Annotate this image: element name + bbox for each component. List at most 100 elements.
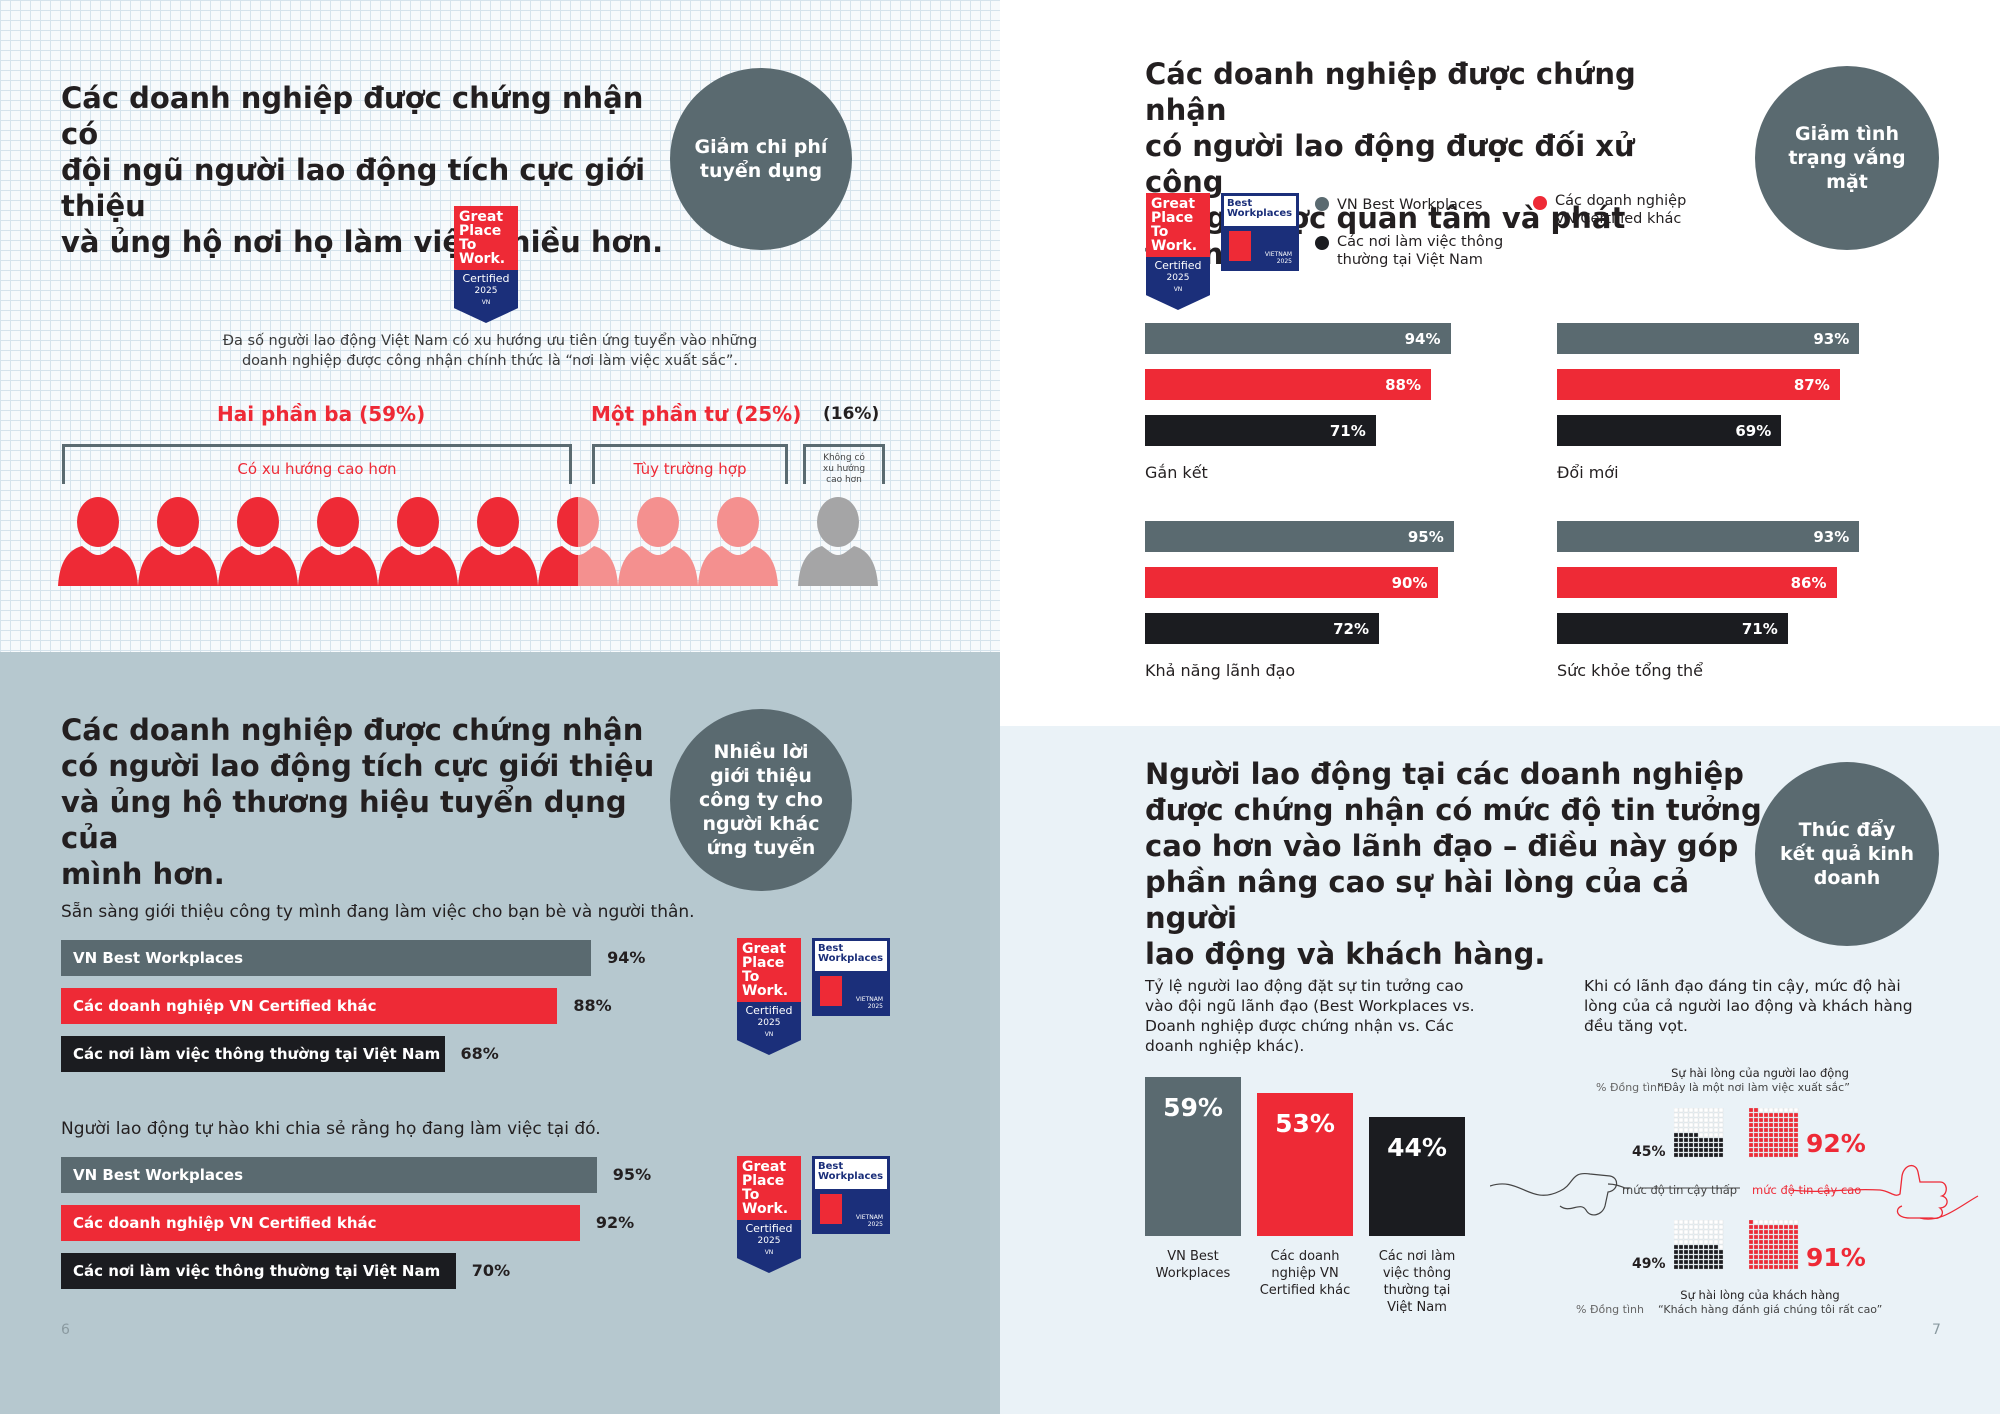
- group-title-one-quarter: Một phần tư (25%): [591, 402, 802, 426]
- waffle-cell: [1703, 1229, 1709, 1235]
- waffle-cell: [1703, 1137, 1709, 1143]
- waffle-cell: [1758, 1122, 1764, 1128]
- waffle-cell: [1693, 1147, 1699, 1153]
- waffle-cell: [1753, 1132, 1759, 1138]
- waffle-cell: [1768, 1229, 1774, 1235]
- waffle-cell: [1678, 1137, 1684, 1143]
- column-chart-description: Tỷ lệ người lao động đặt sự tin tưởng ca…: [1145, 977, 1475, 1055]
- circle-line: tuyển dụng: [699, 160, 823, 182]
- title-line: đội ngũ người lao động tích cực giới thi…: [61, 153, 646, 223]
- waffle-cell: [1748, 1122, 1754, 1128]
- waffle-cell: [1783, 1254, 1789, 1260]
- waffle-cell: [1768, 1127, 1774, 1133]
- waffle-cell: [1693, 1264, 1699, 1270]
- waffle-cell: [1693, 1244, 1699, 1250]
- waffle-cell: [1698, 1244, 1704, 1250]
- page-number: 7: [1932, 1322, 1941, 1338]
- waffle-cell: [1693, 1224, 1699, 1230]
- waffle-cell: [1768, 1147, 1774, 1153]
- waffle-cell: [1713, 1117, 1719, 1123]
- waffle-cell: [1753, 1259, 1759, 1265]
- waffle-cell: [1788, 1234, 1794, 1240]
- waffle-cell: [1773, 1112, 1779, 1118]
- waffle-cell: [1703, 1112, 1709, 1118]
- waffle-cell: [1718, 1244, 1724, 1250]
- waffle-cell: [1688, 1249, 1694, 1255]
- waffle-cell: [1763, 1137, 1769, 1143]
- waffle-cell: [1778, 1224, 1784, 1230]
- waffle-cell: [1768, 1137, 1774, 1143]
- waffle-cell: [1708, 1117, 1714, 1123]
- employee-low-grid: [1673, 1107, 1724, 1162]
- grouped-bar: 93%: [1557, 521, 1860, 552]
- grouped-bar-value: 71%: [1741, 619, 1778, 638]
- person-icon: [58, 497, 138, 586]
- waffle-cell: [1788, 1224, 1794, 1230]
- waffle-cell: [1748, 1229, 1754, 1235]
- waffle-cell: [1703, 1127, 1709, 1133]
- waffle-cell: [1678, 1127, 1684, 1133]
- waffle-cell: [1703, 1132, 1709, 1138]
- employee-subtitle-2: “Đây là một nơi làm việc xuất sắc”: [1658, 1081, 1850, 1094]
- waffle-cell: [1688, 1152, 1694, 1158]
- waffle-cell: [1753, 1127, 1759, 1133]
- waffle-cell: [1693, 1229, 1699, 1235]
- topic-circle: Thúc đẩy kết quả kinh doanh: [1755, 762, 1939, 946]
- title-line: Các doanh nghiệp được chứng nhận có: [61, 81, 644, 151]
- waffle-cell: [1753, 1152, 1759, 1158]
- trust-high-label: mức độ tin cậy cao: [1752, 1183, 1862, 1197]
- panel-title: Các doanh nghiệp được chứng nhận có ngườ…: [61, 713, 655, 891]
- waffle-cell: [1778, 1132, 1784, 1138]
- waffle-cell: [1773, 1122, 1779, 1128]
- waffle-cell: [1768, 1112, 1774, 1118]
- waffle-cell: [1678, 1122, 1684, 1128]
- waffle-cell: [1693, 1127, 1699, 1133]
- waffle-cell: [1773, 1152, 1779, 1158]
- hbar-value: 68%: [460, 1044, 499, 1063]
- waffle-cell: [1703, 1117, 1709, 1123]
- waffle-cell: [1713, 1224, 1719, 1230]
- waffle-cell: [1698, 1117, 1704, 1123]
- waffle-cell: [1698, 1239, 1704, 1245]
- waffle-cell: [1703, 1107, 1709, 1113]
- waffle-cell: [1793, 1137, 1799, 1143]
- waffle-cell: [1788, 1107, 1794, 1113]
- waffle-cell: [1703, 1147, 1709, 1153]
- waffle-cell: [1698, 1264, 1704, 1270]
- waffle-cell: [1763, 1259, 1769, 1265]
- waffle-cell: [1718, 1234, 1724, 1240]
- waffle-cell: [1793, 1249, 1799, 1255]
- waffle-cell: [1763, 1112, 1769, 1118]
- waffle-cell: [1713, 1137, 1719, 1143]
- waffle-cell: [1788, 1229, 1794, 1235]
- waffle-cell: [1748, 1219, 1754, 1225]
- hbar-bar: VN Best Workplaces: [61, 940, 592, 976]
- waffle-cell: [1713, 1142, 1719, 1148]
- grouped-bar: 90%: [1145, 567, 1438, 598]
- waffle-cell: [1758, 1107, 1764, 1113]
- waffle-cell: [1683, 1234, 1689, 1240]
- column-label-line: nghiệp VN: [1271, 1266, 1339, 1281]
- waffle-cell: [1783, 1249, 1789, 1255]
- person-icon: [218, 497, 298, 586]
- waffle-cell: [1793, 1112, 1799, 1118]
- waffle-cell: [1783, 1112, 1789, 1118]
- topic-circle: Nhiều lời giới thiệu công ty cho người k…: [670, 709, 852, 891]
- intro-text: Đa số người lao động Việt Nam có xu hướn…: [222, 333, 758, 369]
- waffle-cell: [1683, 1239, 1689, 1245]
- waffle-cell: [1768, 1142, 1774, 1148]
- waffle-cell: [1778, 1127, 1784, 1133]
- waffle-cell: [1778, 1122, 1784, 1128]
- waffle-cell: [1713, 1122, 1719, 1128]
- waffle-cell: [1693, 1249, 1699, 1255]
- waffle-cell: [1673, 1142, 1679, 1148]
- waffle-cell: [1783, 1219, 1789, 1225]
- waffle-cell: [1758, 1219, 1764, 1225]
- person-icon: [458, 497, 538, 586]
- group-label: Sức khỏe tổng thể: [1557, 661, 1704, 680]
- waffle-cell: [1713, 1132, 1719, 1138]
- waffle-cell: [1673, 1259, 1679, 1265]
- waffle-cell: [1683, 1254, 1689, 1260]
- waffle-cell: [1773, 1137, 1779, 1143]
- hbar-value: 88%: [573, 996, 612, 1015]
